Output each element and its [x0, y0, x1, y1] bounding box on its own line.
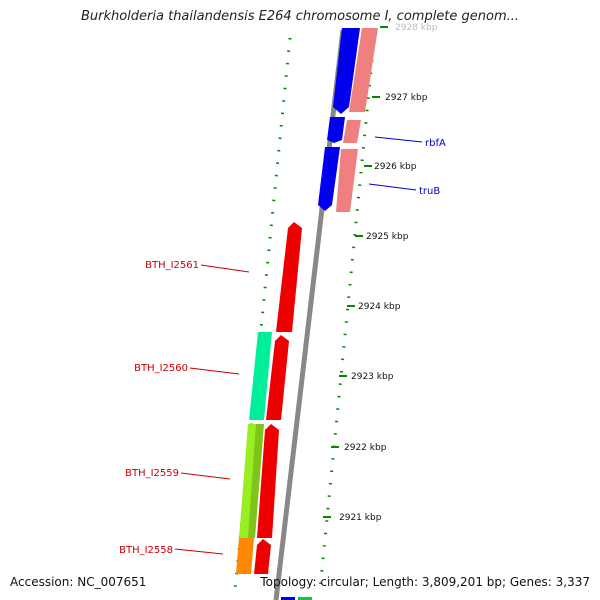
scale-label: 2923 kbp: [351, 372, 394, 382]
gene-label-BTH_I2560[interactable]: BTH_I2560: [134, 363, 188, 374]
feature-pink-3: [336, 149, 358, 212]
feature-green-bottom: [298, 597, 312, 600]
gene-red-I2561: [276, 222, 302, 332]
feature-teal: [249, 332, 272, 420]
map-title: Burkholderia thailandensis E264 chromoso…: [80, 9, 520, 24]
gene-red-I2560: [266, 335, 289, 420]
scale-label: 2926 kbp: [374, 162, 417, 172]
gene-label-BTH_I2559[interactable]: BTH_I2559: [125, 468, 179, 479]
leader-line-BTH_I2559: [180, 472, 231, 480]
feature-pink-2: [343, 120, 361, 143]
leader-line-BTH_I2560: [189, 367, 240, 375]
scale-label: 2927 kbp: [385, 93, 428, 103]
scale-label: 2928 kbp: [395, 23, 438, 33]
scale-label: 2921 kbp: [339, 513, 382, 523]
gene-label-truB[interactable]: truB: [419, 186, 440, 197]
gene-blue-1: [333, 28, 360, 114]
scale-labels: 2928 kbp 2927 kbp 2926 kbp 2925 kbp 2924…: [339, 23, 438, 523]
gc-dots-right: [318, 59, 374, 591]
scale-label: 2922 kbp: [344, 443, 387, 453]
leader-line-BTH_I2558: [174, 548, 224, 555]
gene-red-I2558: [254, 539, 271, 574]
leader-line-truB: [368, 183, 417, 191]
leader-line-rbfA: [374, 136, 423, 143]
topology-label: Topology: circular; Length: 3,809,201 bp…: [260, 575, 590, 589]
gene-red-I2559: [257, 424, 279, 538]
gene-label-BTH_I2561[interactable]: BTH_I2561: [145, 260, 199, 271]
scale-ticks: [323, 26, 388, 518]
gene-label-BTH_I2558[interactable]: BTH_I2558: [119, 545, 173, 556]
scale-label: 2925 kbp: [366, 232, 409, 242]
feature-pink-1: [349, 28, 378, 112]
gene-blue-rbfA: [327, 117, 345, 143]
gene-label-rbfA[interactable]: rbfA: [425, 138, 446, 149]
feature-blue-bottom: [281, 597, 295, 600]
scale-label: 2924 kbp: [358, 302, 401, 312]
feature-orange: [236, 538, 254, 574]
feature-lime-shade: [248, 424, 264, 538]
gene-blue-truB: [318, 147, 340, 211]
accession-label: Accession: NC_007651: [10, 575, 147, 589]
leader-line-BTH_I2561: [200, 264, 250, 273]
